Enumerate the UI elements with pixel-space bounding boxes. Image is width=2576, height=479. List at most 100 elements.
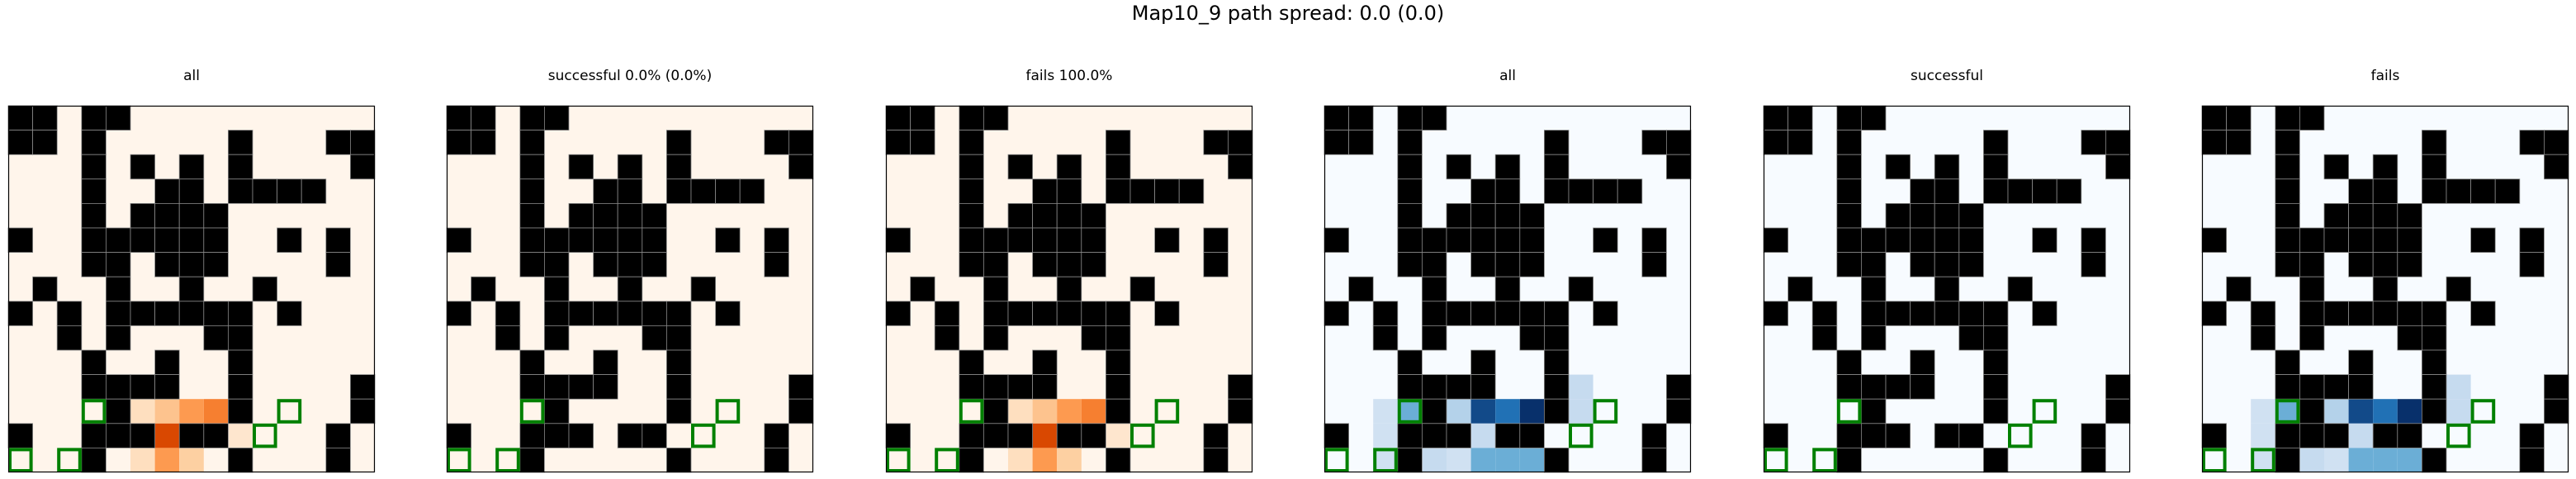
goal-marker: [277, 399, 302, 424]
wall-cell: [178, 301, 205, 326]
heat-cell: [1519, 448, 1545, 472]
heat-cell: [2397, 399, 2422, 424]
wall-cell: [568, 301, 594, 326]
goal-marker: [1569, 423, 1593, 448]
wall-cell: [2032, 301, 2057, 326]
wall-cell: [446, 423, 472, 448]
wall-cell: [1422, 423, 1447, 448]
wall-cell: [154, 227, 180, 254]
wall-cell: [1543, 447, 1570, 473]
wall-cell: [1470, 227, 1496, 254]
wall-cell: [715, 178, 741, 204]
heat-cell: [1008, 399, 1033, 424]
wall-cell: [2299, 252, 2325, 277]
wall-cell: [1885, 154, 1911, 180]
wall-cell: [959, 227, 984, 254]
wall-cell: [1982, 447, 2009, 473]
wall-cell: [471, 105, 496, 131]
wall-cell: [2299, 398, 2325, 424]
wall-cell: [349, 154, 376, 180]
wall-cell: [2519, 423, 2545, 448]
wall-cell: [1617, 178, 1643, 204]
wall-cell: [1861, 252, 1887, 277]
wall-cell: [1593, 301, 1618, 326]
wall-cell: [227, 398, 253, 424]
wall-cell: [2519, 130, 2545, 155]
wall-cell: [2323, 203, 2350, 229]
wall-cell: [1494, 276, 1521, 302]
wall-cell: [665, 178, 692, 204]
wall-cell: [764, 447, 789, 473]
goal-marker: [935, 448, 959, 472]
wall-cell: [1910, 178, 1935, 204]
goal-marker: [2251, 448, 2275, 472]
wall-cell: [56, 301, 83, 326]
wall-cell: [1397, 349, 1423, 376]
wall-cell: [1372, 325, 1399, 351]
wall-cell: [1885, 227, 1911, 254]
wall-cell: [2032, 178, 2057, 204]
goal-marker: [495, 448, 520, 472]
wall-cell: [1056, 276, 1082, 302]
wall-cell: [568, 227, 594, 254]
heat-cell: [1519, 399, 1545, 424]
wall-cell: [1543, 178, 1570, 204]
wall-cell: [519, 130, 545, 155]
wall-cell: [1007, 423, 1034, 448]
heat-cell: [179, 448, 204, 472]
wall-cell: [1105, 154, 1131, 180]
wall-cell: [1494, 423, 1521, 448]
wall-cell: [349, 130, 376, 155]
wall-cell: [715, 227, 741, 254]
wall-cell: [1836, 252, 1862, 277]
wall-cell: [106, 301, 131, 326]
wall-cell: [1543, 349, 1570, 376]
wall-cell: [1081, 423, 1106, 448]
heat-cell: [2373, 399, 2398, 424]
wall-cell: [544, 374, 570, 400]
wall-cell: [1982, 130, 2009, 155]
wall-cell: [617, 154, 643, 180]
wall-cell: [1641, 252, 1667, 277]
wall-cell: [983, 301, 1009, 326]
wall-cell: [1958, 252, 1984, 277]
goal-marker: [1373, 448, 1398, 472]
wall-cell: [1007, 227, 1034, 254]
wall-cell: [519, 203, 545, 229]
wall-cell: [1032, 178, 1058, 204]
wall-cell: [1227, 154, 1253, 180]
wall-cell: [1032, 227, 1058, 254]
wall-cell: [7, 301, 34, 326]
wall-cell: [1934, 423, 1960, 448]
wall-cell: [2323, 374, 2350, 400]
wall-cell: [2275, 154, 2300, 180]
wall-cell: [252, 276, 278, 302]
wall-cell: [2201, 423, 2228, 448]
maze-heatmap: [7, 105, 376, 473]
wall-cell: [1519, 423, 1545, 448]
heat-cell: [1470, 448, 1496, 472]
wall-cell: [2397, 325, 2422, 351]
wall-cell: [1788, 130, 1813, 155]
wall-cell: [1958, 203, 1984, 229]
heat-cell: [1373, 399, 1398, 424]
wall-cell: [81, 178, 107, 204]
wall-cell: [2323, 154, 2350, 180]
wall-cell: [544, 227, 570, 254]
wall-cell: [1665, 130, 1692, 155]
wall-cell: [959, 105, 984, 131]
wall-cell: [593, 203, 618, 229]
wall-cell: [519, 423, 545, 448]
wall-cell: [2275, 252, 2300, 277]
wall-cell: [1397, 252, 1423, 277]
wall-cell: [325, 130, 351, 155]
wall-cell: [642, 227, 667, 254]
panel-title: all: [183, 68, 200, 84]
wall-cell: [203, 203, 229, 229]
wall-cell: [1129, 178, 1156, 204]
wall-cell: [1203, 252, 1229, 277]
wall-cell: [2397, 301, 2422, 326]
wall-cell: [665, 130, 692, 155]
wall-cell: [154, 301, 180, 326]
wall-cell: [2105, 398, 2131, 424]
